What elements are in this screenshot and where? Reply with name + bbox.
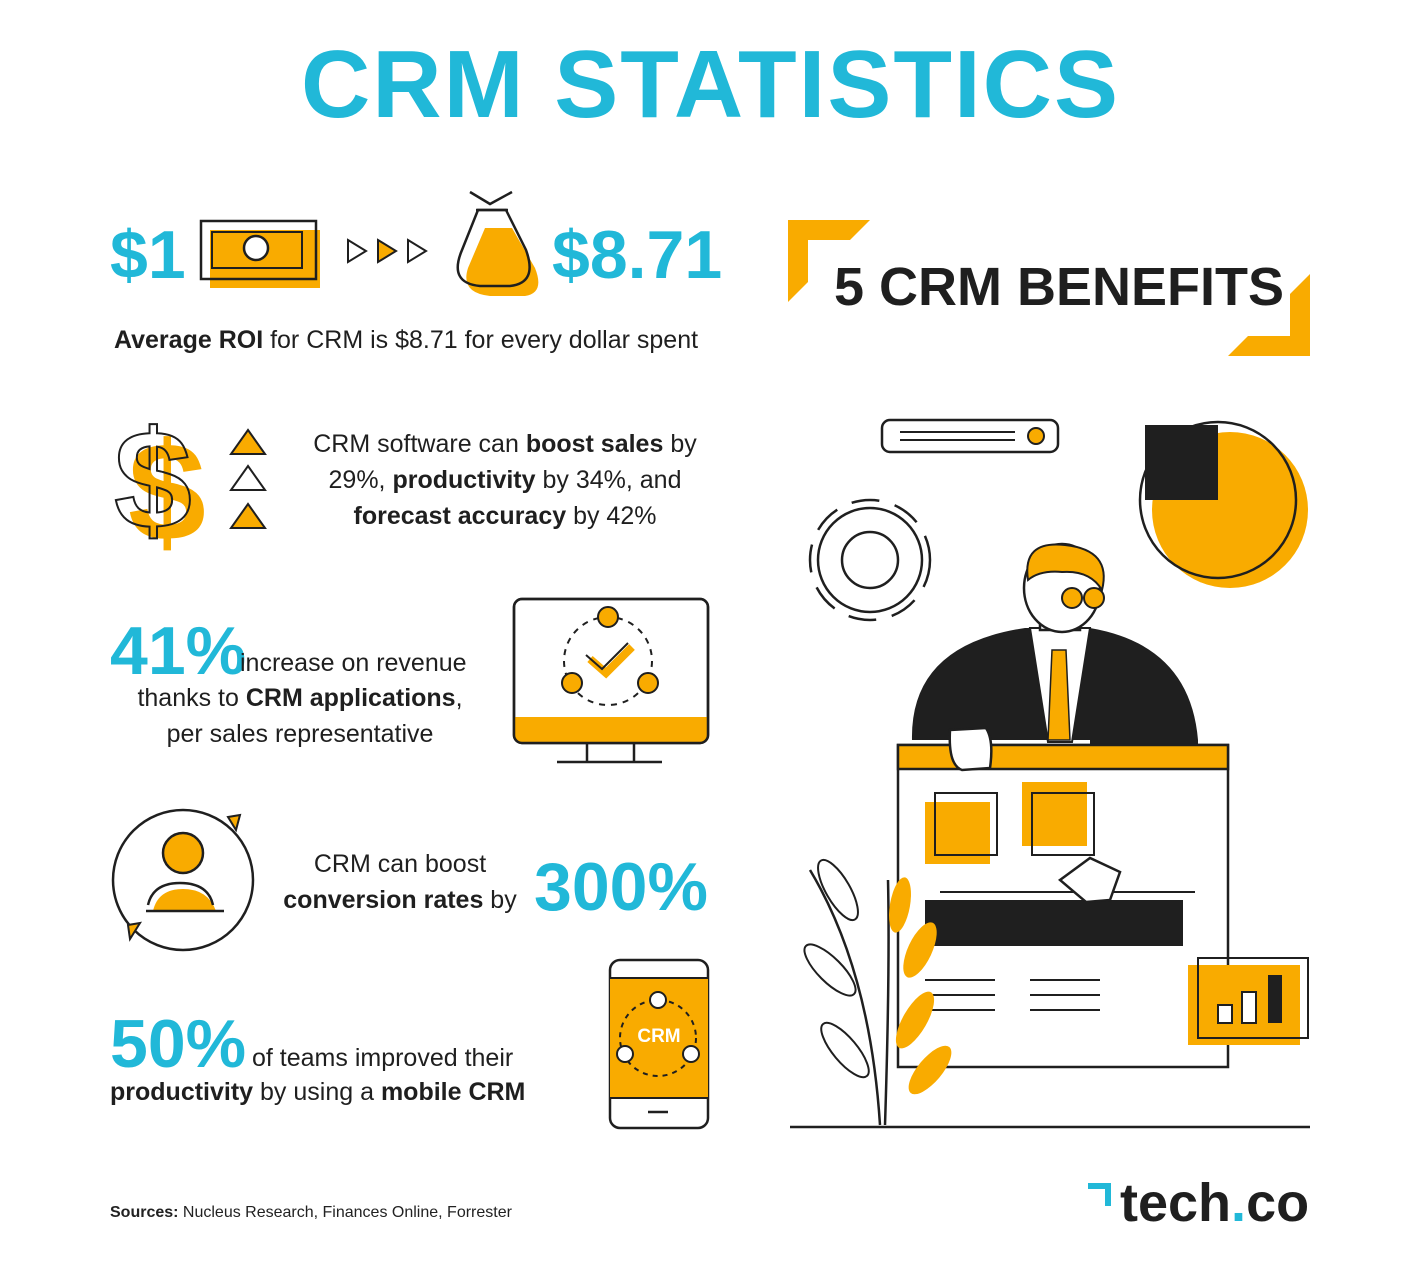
- businessman-illustration: [790, 418, 1310, 1129]
- user-cycle-icon: [111, 808, 255, 952]
- conversion-stat: 300%: [534, 849, 708, 925]
- conversion-text: CRM can boost conversion rates by: [270, 846, 530, 918]
- mobile-t1: of teams improved their: [252, 1044, 514, 1072]
- roi-from-value: $1: [110, 217, 186, 293]
- cash-icon: [199, 219, 320, 288]
- roi-caption-rest: for CRM is $8.71 for every dollar spent: [263, 326, 699, 354]
- brand-name: tech: [1120, 1173, 1232, 1233]
- svg-text:$: $: [114, 401, 192, 558]
- phone-label: CRM: [637, 1026, 681, 1047]
- roi-caption: Average ROI for CRM is $8.71 for every d…: [114, 322, 698, 358]
- boost-t2: by: [663, 430, 697, 458]
- svg-text:$: $: [128, 413, 206, 570]
- boost-b2: productivity: [392, 466, 536, 494]
- bracket-bottom-right-icon: [1228, 274, 1310, 356]
- page-title: CRM STATISTICS: [300, 31, 1121, 138]
- mobile-stat: 50%: [110, 1006, 247, 1082]
- brand-dot: .: [1231, 1173, 1247, 1233]
- boost-b3: forecast accuracy: [353, 502, 567, 530]
- bracket-top-left-icon: [788, 220, 870, 302]
- brand-logo: tech.co: [1120, 1172, 1309, 1234]
- revenue-t4: per sales representative: [166, 720, 434, 748]
- revenue-text: thanks to CRM applications, per sales re…: [110, 680, 490, 752]
- brand-suffix: co: [1246, 1173, 1310, 1233]
- revenue-stat: 41%: [110, 613, 247, 689]
- revenue-t1: increase on revenue: [240, 649, 467, 677]
- boost-t5: by 42%: [566, 502, 657, 530]
- dollar-icon: $ $: [113, 400, 206, 570]
- sources-text: Nucleus Research, Finances Online, Forre…: [178, 1204, 512, 1221]
- revenue-b1: CRM applications: [245, 684, 456, 712]
- mobile-t2: by using a: [253, 1078, 381, 1106]
- revenue-t2: thanks to: [137, 684, 246, 712]
- smartphone-icon: [608, 958, 710, 1130]
- conversion-t1: CRM can boost: [313, 850, 487, 878]
- sources: Sources: Nucleus Research, Finances Onli…: [110, 1204, 512, 1222]
- mobile-b1: productivity: [110, 1078, 254, 1106]
- brand-mark-icon: [1088, 1183, 1111, 1206]
- roi-to-value: $8.71: [552, 217, 723, 293]
- roi-caption-bold: Average ROI: [114, 326, 264, 354]
- sources-label: Sources:: [110, 1204, 179, 1221]
- conversion-b1: conversion rates: [283, 886, 484, 914]
- conversion-t2: by: [483, 886, 517, 914]
- boost-b1: boost sales: [525, 430, 664, 458]
- boost-text: CRM software can boost sales by 29%, pro…: [290, 426, 720, 534]
- boost-t1: CRM software can: [313, 430, 526, 458]
- monitor-icon: [512, 597, 710, 764]
- arrows-icon: [347, 238, 428, 264]
- benefits-heading: 5 CRM BENEFITS: [834, 257, 1285, 317]
- mobile-text: productivity by using a mobile CRM: [110, 1074, 525, 1110]
- money-bag-icon: [456, 190, 539, 296]
- boost-t3: 29%,: [328, 466, 393, 494]
- triangles-icon: [229, 428, 267, 529]
- revenue-t3: ,: [455, 684, 463, 712]
- boost-t4: by 34%, and: [535, 466, 682, 494]
- mobile-b2: mobile CRM: [380, 1078, 526, 1106]
